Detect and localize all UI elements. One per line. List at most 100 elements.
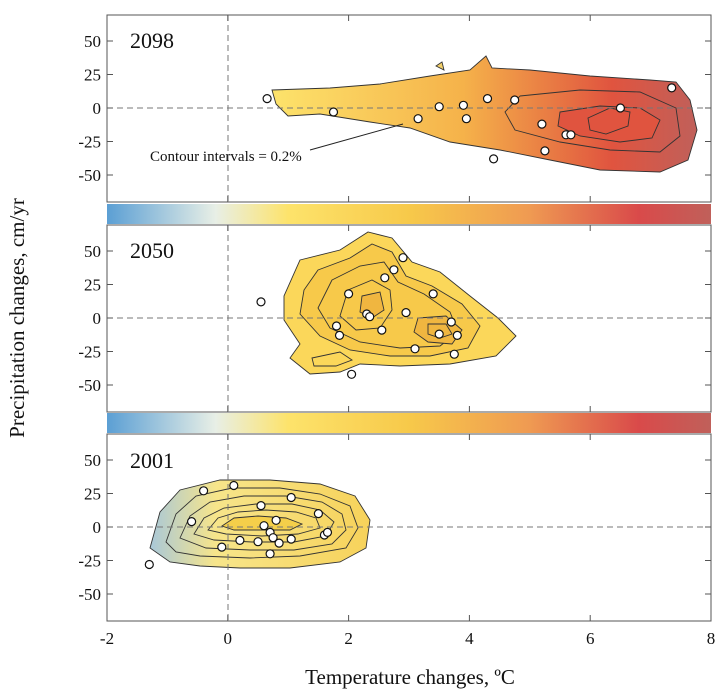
data-point [331, 321, 342, 331]
data-point [389, 265, 399, 275]
y-tick-label: 0 [93, 518, 102, 537]
contour-5-2001 [207, 509, 321, 537]
data-point [217, 542, 227, 552]
x-tick-label: 0 [224, 629, 233, 648]
data-point [667, 83, 677, 93]
data-point [256, 501, 266, 511]
y-tick-label: 25 [84, 485, 101, 504]
data-point [377, 325, 387, 335]
panel-label-2098: 2098 [130, 28, 174, 53]
x-ticks-2050 [106, 225, 712, 412]
y-axis-title: Precipitation changes, cm/yr [5, 198, 29, 438]
data-point [259, 521, 269, 531]
data-point [286, 492, 296, 503]
data-point [428, 289, 438, 299]
data-point [344, 289, 354, 299]
data-point [268, 533, 278, 543]
y-tick-label: -50 [78, 376, 101, 395]
data-point [271, 515, 281, 525]
data-point [566, 130, 576, 140]
y-tick-label: 50 [84, 451, 101, 470]
x-ticks-2001 [106, 434, 712, 621]
data-point [256, 297, 266, 307]
points-2098 [262, 83, 677, 164]
data-point [265, 549, 275, 559]
y-tick-label: -25 [78, 552, 101, 571]
data-point [482, 93, 493, 104]
x-tick-labels: -2 0 2 4 6 8 [100, 629, 715, 648]
x-tick-label: 8 [707, 629, 716, 648]
data-point [253, 537, 263, 547]
y-tick-label: -50 [78, 166, 101, 185]
data-point [452, 330, 462, 340]
y-tick-label: 0 [93, 99, 102, 118]
points-2050 [256, 253, 462, 379]
x-tick-label: 6 [586, 629, 595, 648]
data-point [199, 486, 209, 496]
contour-spot-2098 [435, 61, 445, 71]
color-bar-top [107, 204, 711, 224]
data-point [380, 273, 390, 283]
panel-label-2050: 2050 [130, 238, 174, 263]
panel-2098: 2098 Contour intervals = 0.2% 50 25 0 -25 -5… [78, 14, 712, 203]
y-ticks-2050: 50 25 0 -25 -50 [78, 242, 711, 395]
data-point [144, 559, 154, 570]
points-2001 [144, 480, 333, 570]
data-point [510, 95, 520, 105]
x-tick-label: 2 [344, 629, 353, 648]
panel-2001: 2001 50 25 0 -25 -50 [78, 433, 712, 622]
contour-outer-2098 [271, 55, 698, 173]
data-point [274, 538, 284, 548]
contour-inner-2098 [557, 105, 661, 143]
data-point [540, 146, 550, 156]
color-bar-bottom [107, 413, 711, 433]
contour-annotation: Contour intervals = 0.2% [150, 149, 302, 165]
x-ticks-2098 [106, 15, 712, 202]
y-ticks-2001: 50 25 0 -25 -50 [78, 451, 711, 604]
data-point [235, 535, 245, 546]
data-point [286, 534, 296, 544]
data-point [615, 103, 626, 113]
panel-2050: 2050 50 25 0 -25 -50 [78, 224, 712, 413]
contour-mid-2098 [504, 89, 681, 153]
data-point [365, 312, 375, 322]
data-point [449, 349, 459, 359]
data-point [413, 114, 423, 124]
contour-7-2050 [427, 323, 453, 339]
data-point [328, 107, 339, 117]
data-point [334, 330, 345, 340]
y-tick-label: -25 [78, 343, 101, 362]
y-tick-label: 25 [84, 66, 101, 85]
x-tick-label: -2 [100, 629, 114, 648]
data-point [347, 369, 357, 379]
contour-8-2050 [311, 351, 353, 367]
x-axis-title: Temperature changes, ºC [305, 665, 515, 689]
y-tick-label: -50 [78, 585, 101, 604]
annotation-leader [309, 123, 404, 151]
x-tick-label: 4 [465, 629, 474, 648]
data-point [410, 344, 420, 354]
contour-3-2001 [179, 495, 347, 551]
data-point [434, 102, 444, 112]
data-point [537, 119, 547, 129]
contour-4-2001 [193, 503, 335, 543]
data-point [322, 527, 333, 538]
data-point [262, 93, 272, 104]
data-point [446, 317, 456, 327]
y-ticks-2098: 50 25 0 -25 -50 [78, 32, 711, 185]
panel-label-2001: 2001 [130, 448, 174, 473]
data-point [461, 114, 471, 124]
data-point [458, 100, 468, 110]
data-point [434, 329, 444, 339]
y-tick-label: 0 [93, 309, 102, 328]
data-point [313, 508, 323, 519]
y-tick-label: 50 [84, 242, 101, 261]
data-point [187, 516, 197, 527]
y-tick-label: -25 [78, 133, 101, 152]
y-tick-label: 50 [84, 32, 101, 51]
data-point [489, 154, 499, 164]
data-point [398, 253, 408, 263]
y-tick-label: 25 [84, 276, 101, 295]
data-point [401, 308, 411, 318]
